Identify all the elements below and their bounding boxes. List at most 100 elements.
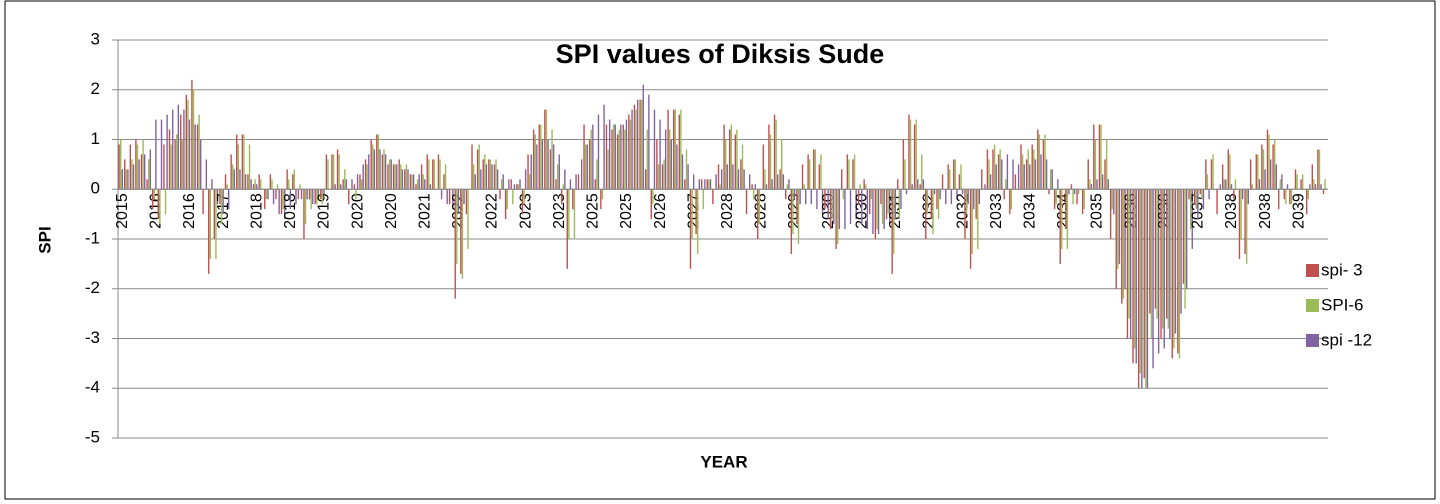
bar	[1149, 189, 1151, 314]
bar	[915, 119, 917, 190]
bar	[457, 189, 460, 215]
bar	[1014, 174, 1017, 190]
bar	[1167, 189, 1169, 329]
bar	[897, 179, 899, 190]
bar	[1161, 189, 1164, 329]
bar	[1031, 144, 1033, 190]
bar	[676, 144, 678, 190]
bar	[456, 189, 458, 264]
bar	[306, 189, 308, 200]
bar	[1077, 189, 1080, 195]
bar	[605, 124, 608, 190]
bar	[771, 179, 773, 190]
bar	[233, 169, 236, 190]
bar	[737, 169, 740, 190]
y-tick-label: -5	[85, 427, 100, 446]
bar	[692, 174, 695, 190]
bar	[387, 164, 389, 190]
bar	[232, 164, 234, 190]
bar	[887, 189, 889, 215]
bar	[446, 189, 448, 205]
bar	[799, 189, 801, 205]
bar	[519, 179, 521, 190]
bar	[853, 154, 856, 190]
bar	[781, 139, 783, 190]
legend-label: SPI-6	[1321, 295, 1364, 314]
bar	[981, 169, 983, 190]
bar	[392, 164, 395, 190]
bar	[1258, 179, 1261, 190]
bar	[657, 164, 660, 190]
x-tick-label: 2034	[1022, 193, 1039, 229]
bar	[1269, 159, 1272, 190]
bar	[1230, 184, 1233, 190]
bar	[636, 99, 639, 190]
bar	[754, 184, 757, 190]
bar	[420, 164, 423, 190]
bar	[986, 149, 989, 190]
legend-label: spi- 3	[1321, 260, 1363, 279]
bar	[629, 119, 632, 190]
bar	[1227, 149, 1229, 190]
bar	[846, 154, 849, 190]
bar	[751, 184, 753, 190]
bar	[1294, 169, 1297, 190]
x-tick-label: 2023	[551, 193, 568, 229]
bar	[383, 149, 385, 190]
bar	[1061, 189, 1063, 249]
bar	[394, 164, 396, 190]
bar	[883, 189, 885, 230]
bar	[555, 179, 557, 190]
bar	[418, 174, 420, 190]
legend-label: spi -12	[1321, 330, 1372, 349]
x-tick-label: 2035	[1089, 193, 1106, 229]
bar	[187, 99, 189, 190]
bar	[775, 119, 777, 190]
y-tick-label: 1	[91, 129, 100, 148]
bar	[841, 169, 843, 190]
bar	[810, 189, 813, 205]
bar	[422, 174, 424, 190]
bar	[1003, 189, 1005, 200]
bar	[215, 189, 217, 259]
bar	[338, 154, 340, 190]
bar	[267, 189, 269, 200]
bar	[200, 139, 202, 190]
x-tick-label: 2020	[383, 193, 400, 229]
bar	[1087, 159, 1089, 190]
bar	[388, 159, 391, 190]
bar	[607, 149, 609, 190]
bar	[1152, 189, 1154, 369]
bar	[517, 184, 520, 190]
bar	[757, 189, 759, 239]
bar	[289, 189, 292, 210]
bar	[1059, 189, 1061, 264]
chart-title: SPI values of Diksis Sude	[556, 39, 885, 69]
bar	[196, 124, 199, 190]
bar	[620, 124, 622, 190]
bar	[1118, 189, 1121, 264]
bar	[608, 119, 611, 190]
bar	[248, 144, 251, 190]
bar	[788, 179, 790, 190]
bar	[185, 94, 188, 190]
bar	[527, 154, 529, 190]
bar	[1066, 189, 1069, 249]
x-tick-label: 2032	[921, 193, 938, 229]
bar	[172, 109, 174, 190]
bar	[709, 179, 712, 190]
bar	[961, 189, 964, 195]
bar	[1300, 179, 1302, 190]
bar	[308, 189, 311, 200]
bar	[439, 159, 441, 190]
bar	[1104, 159, 1106, 190]
bar	[1065, 189, 1067, 230]
bar	[1178, 189, 1181, 359]
bar	[1197, 189, 1199, 220]
bar	[485, 164, 488, 190]
bar	[758, 189, 761, 225]
bar	[396, 164, 398, 190]
bar	[1277, 189, 1280, 210]
x-tick-label: 2018	[282, 193, 299, 229]
bar	[958, 174, 961, 190]
